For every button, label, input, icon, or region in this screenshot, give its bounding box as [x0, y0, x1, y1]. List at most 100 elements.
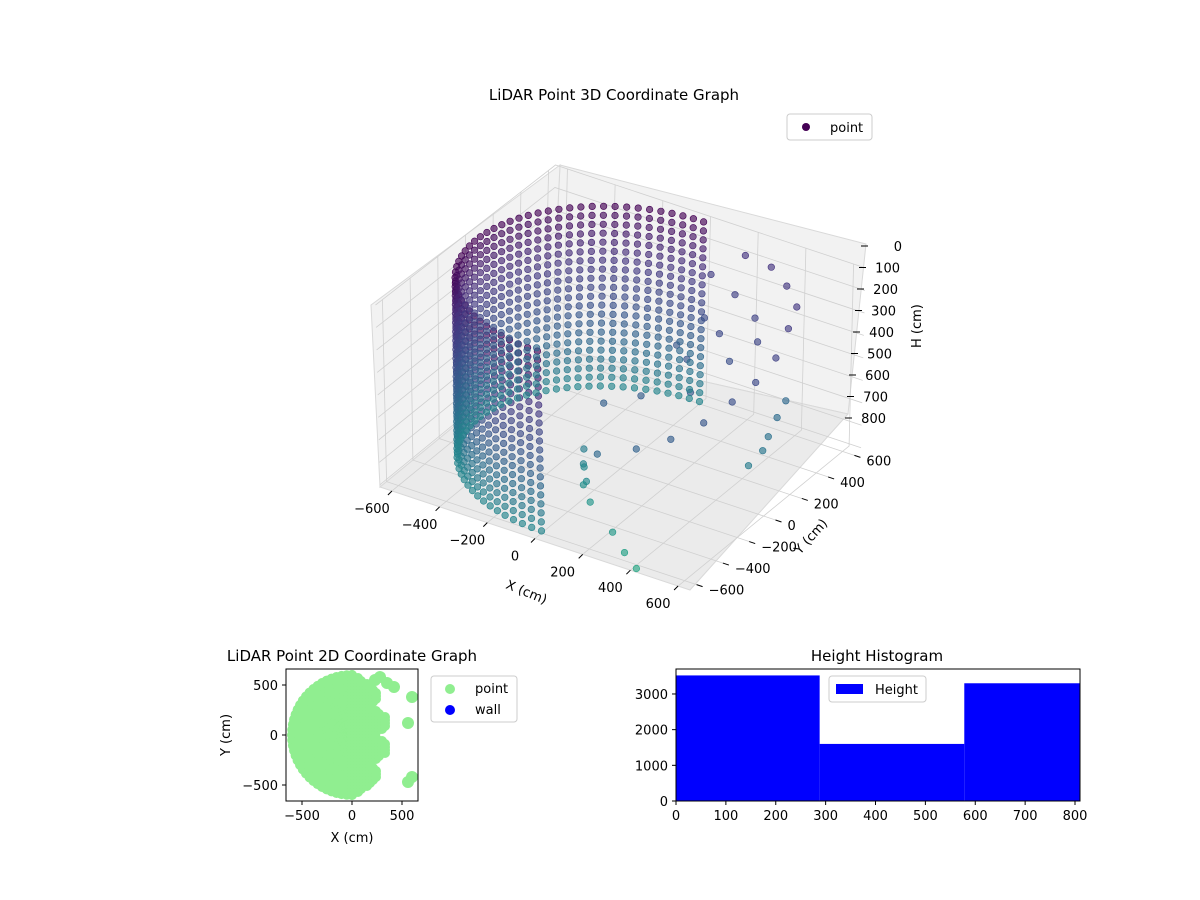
point-3d: [516, 421, 524, 429]
point-3d: [493, 480, 501, 488]
point-2d: [347, 670, 357, 680]
point-3d: [523, 292, 532, 300]
point-3d: [553, 295, 562, 303]
point-3d: [543, 270, 552, 278]
y-tick-3d: [775, 519, 782, 523]
point-3d: [586, 337, 594, 345]
point-3d: [565, 276, 573, 284]
point-3d: [505, 307, 514, 315]
point-3d: [676, 347, 684, 355]
point-3d: [474, 492, 482, 500]
point-3d: [471, 291, 479, 299]
point-3d: [464, 481, 472, 489]
point-3d: [517, 484, 526, 492]
point-3d: [524, 229, 532, 237]
point-3d: [655, 270, 664, 278]
point-3d: [610, 238, 619, 247]
point-3d: [533, 254, 542, 262]
point-3d: [506, 280, 514, 288]
point-3d: [688, 278, 696, 286]
y-tick-label-3d: 400: [840, 476, 865, 491]
point-3d: [505, 370, 513, 378]
x-tick-label-2d: 500: [390, 809, 415, 824]
point-3d: [476, 305, 485, 313]
point-3d: [687, 296, 696, 304]
point-3d: [536, 482, 545, 490]
point-3d: [490, 260, 498, 269]
point-3d: [536, 473, 544, 481]
point-3d: [526, 451, 534, 460]
point-3d: [689, 224, 697, 232]
point-3d: [476, 368, 484, 376]
point-3d: [501, 493, 509, 501]
histogram-bar: [676, 675, 820, 801]
point-3d: [623, 203, 631, 211]
point-3d: [544, 225, 552, 233]
point-2d: [388, 681, 400, 693]
point-3d: [471, 363, 479, 371]
point-3d: [476, 251, 485, 259]
point-3d: [596, 382, 604, 390]
point-3d: [525, 424, 534, 433]
point-3d: [563, 357, 572, 365]
point-cloud-3d: [451, 202, 801, 573]
point-3d: [773, 414, 781, 422]
point-3d: [518, 510, 526, 519]
point-3d: [644, 259, 653, 268]
point-3d: [632, 312, 640, 320]
point-3d: [665, 353, 673, 361]
point-3d: [492, 435, 500, 443]
point-3d: [525, 398, 533, 406]
point-3d: [554, 277, 562, 285]
point-3d: [501, 502, 509, 510]
point-3d: [532, 389, 540, 397]
point-3d: [665, 317, 674, 325]
x-tick-3d: [435, 506, 440, 512]
point-3d: [611, 220, 619, 229]
y-axis-2d-label: Y (cm): [219, 714, 234, 757]
point-3d: [482, 390, 491, 398]
point-3d: [696, 389, 704, 397]
point-3d: [772, 354, 780, 362]
point-3d: [526, 442, 534, 451]
point-3d: [565, 240, 573, 248]
point-3d: [677, 275, 686, 283]
plot-area-histogram: [675, 668, 1081, 802]
point-3d: [466, 332, 474, 340]
point-3d: [698, 290, 706, 298]
point-3d: [587, 238, 596, 246]
point-3d: [677, 266, 686, 274]
point-3d: [574, 347, 583, 355]
point-3d: [632, 303, 640, 311]
point-3d: [515, 232, 523, 240]
point-3d: [622, 248, 630, 256]
point-3d: [505, 316, 514, 324]
point-3d: [668, 209, 676, 217]
grid-line-z: [375, 164, 866, 306]
scatter-3d-chart: LiDAR Point 3D Coordinate Graph −600 −400…: [354, 86, 925, 612]
point-3d: [490, 323, 498, 331]
point-3d: [516, 430, 525, 438]
x-tick-label-histogram: 200: [763, 809, 788, 824]
point-3d: [645, 250, 653, 259]
point-3d: [752, 378, 760, 387]
point-3d: [554, 268, 562, 276]
point-3d: [466, 260, 474, 268]
point-3d: [586, 498, 594, 506]
point-3d: [555, 214, 563, 222]
point-3d: [599, 202, 608, 210]
grid-line-z: [377, 254, 864, 396]
point-3d: [697, 308, 706, 316]
point-3d: [563, 366, 571, 374]
point-3d: [468, 487, 477, 495]
point-3d: [532, 344, 541, 352]
point-3d: [656, 234, 664, 242]
point-3d: [517, 475, 526, 483]
point-3d: [655, 306, 663, 314]
point-3d: [577, 212, 585, 220]
point-3d: [564, 303, 572, 311]
point-3d: [523, 355, 531, 363]
point-3d: [490, 287, 498, 296]
point-3d: [698, 263, 707, 271]
